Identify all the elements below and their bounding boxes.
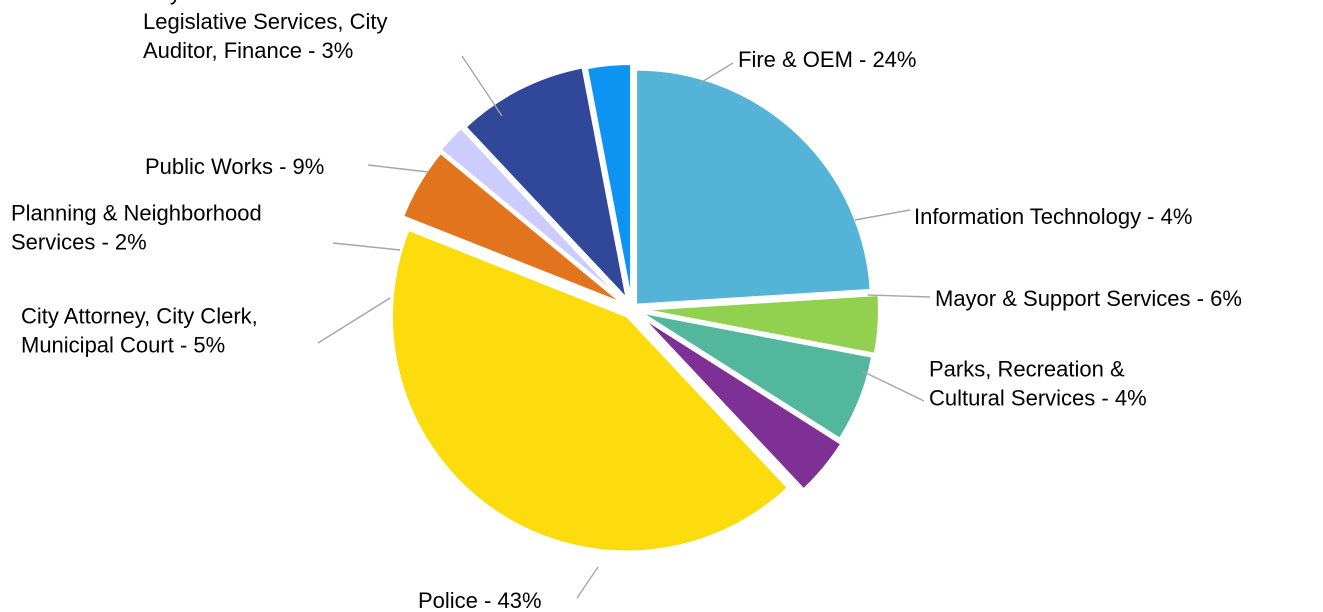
leader-line [861,370,925,402]
leader-line [461,55,503,117]
pie-slice [635,68,872,306]
slice-label-line: Legislative Services, City [143,9,388,34]
slice-label: Public Works - 9% [145,154,324,179]
slice-label-line: Public Works - 9% [145,154,324,179]
slice-label-line: Information Technology - 4% [914,204,1192,229]
leader-lines [317,55,931,599]
slice-label-line: Fire & OEM - 24% [738,47,916,72]
leader-line [576,566,599,599]
leader-line [332,242,401,251]
pie-slice [642,317,843,491]
slice-label-line: Police - 43% [418,588,542,612]
pie-slice [439,126,623,301]
slice-label-line: Planning & Neighborhood [11,201,262,226]
pie-slice [585,63,633,300]
slice-label-line: Cultural Services - 4% [929,386,1147,411]
slice-label: Planning & Neighborhood Services - 2% [11,201,262,255]
slice-label-line: Parks, Recreation & [929,357,1125,382]
pie-slice [401,151,623,304]
slice-label-line: City Council and [143,0,303,5]
slice-label: Fire & OEM - 24% [738,47,916,72]
slice-label-line: Mayor & Support Services - 6% [935,286,1242,311]
slice-label-line: Auditor, Finance - 3% [143,38,353,63]
leader-line [854,209,911,221]
slice-labels: Fire & OEM - 24% Information Technology -… [11,0,1242,612]
slice-label: City Council and Legislative Services, Ci… [143,0,388,63]
leader-line [367,164,429,173]
slice-label-line: Municipal Court - 5% [21,333,225,358]
slice-label: Information Technology - 4% [914,204,1192,229]
pie-slice [464,66,629,302]
slice-label: City Attorney, City Clerk, Municipal Cour… [21,304,258,358]
leader-line [317,297,391,344]
slice-label-line: City Attorney, City Clerk, [21,304,258,329]
slice-label: Mayor & Support Services - 6% [935,286,1242,311]
slice-label: Parks, Recreation & Cultural Services - 4… [929,357,1147,411]
pie-slices [390,63,880,553]
slice-label-line: Services - 2% [11,230,147,255]
leader-line [867,294,931,298]
leader-line [699,62,734,84]
slice-label: Police - 43% [418,588,542,612]
pie-slice [390,228,790,553]
pie-slice [640,311,874,440]
